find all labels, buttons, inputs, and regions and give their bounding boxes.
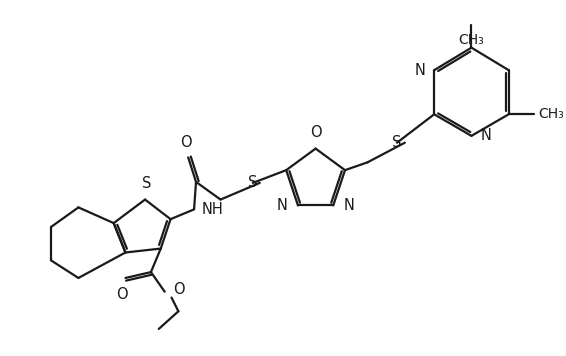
- Text: O: O: [310, 125, 321, 140]
- Text: S: S: [142, 176, 152, 191]
- Text: S: S: [248, 176, 258, 190]
- Text: CH₃: CH₃: [458, 33, 484, 47]
- Text: N: N: [276, 198, 287, 213]
- Text: N: N: [344, 198, 355, 213]
- Text: O: O: [181, 135, 192, 150]
- Text: N: N: [481, 129, 491, 143]
- Text: O: O: [115, 287, 127, 302]
- Text: O: O: [174, 282, 185, 297]
- Text: NH: NH: [202, 202, 224, 217]
- Text: CH₃: CH₃: [538, 107, 564, 121]
- Text: S: S: [392, 135, 402, 150]
- Text: N: N: [414, 63, 426, 78]
